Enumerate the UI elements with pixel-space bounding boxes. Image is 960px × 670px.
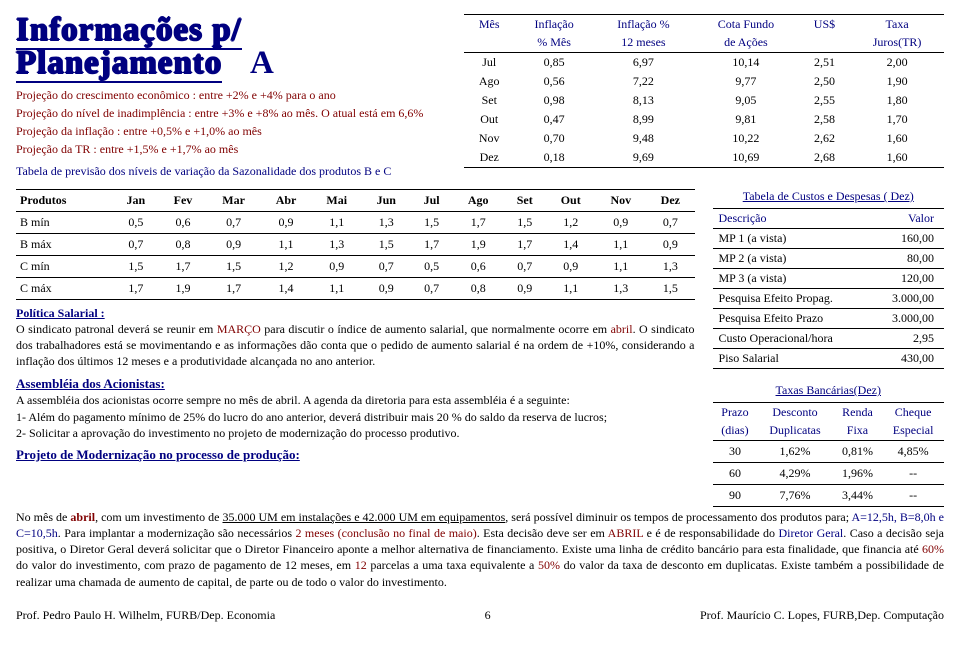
page-title: Informações p/ Planejamento A — [16, 14, 446, 80]
costs-title: Tabela de Custos e Despesas ( Dez) — [713, 189, 944, 204]
politica-text: O sindicato patronal deverá se reunir em… — [16, 321, 695, 370]
footer-left: Prof. Pedro Paulo H. Wilhelm, FURB/Dep. … — [16, 608, 275, 623]
subtitle-sazonalidade: Tabela de previsão dos níveis de variaçã… — [16, 164, 446, 179]
politica-heading: Política Salarial : — [16, 306, 695, 321]
assembleia-items: 1- Além do pagamento mínimo de 25% do lu… — [16, 410, 695, 441]
inflacao-table: MêsInflaçãoInflação %Cota FundoUS$Taxa% … — [464, 14, 944, 168]
footer-page: 6 — [485, 608, 491, 623]
bank-title: Taxas Bancárias(Dez) — [713, 383, 944, 398]
bank-table: PrazoDescontoRendaCheque(dias)Duplicatas… — [713, 402, 944, 507]
footer: Prof. Pedro Paulo H. Wilhelm, FURB/Dep. … — [16, 608, 944, 623]
projeto-heading: Projeto de Modernização no processo de p… — [16, 447, 695, 463]
footer-right: Prof. Maurício C. Lopes, FURB,Dep. Compu… — [700, 608, 944, 623]
assembleia-heading: Assembléia dos Acionistas: — [16, 376, 695, 392]
assembleia-text: A assembléia dos acionistas ocorre sempr… — [16, 392, 695, 408]
projeto-text: No mês de abril, com um investimento de … — [16, 509, 944, 590]
seasonal-table: ProdutosJanFevMarAbrMaiJunJulAgoSetOutNo… — [16, 189, 695, 300]
projections-block: Projeção do crescimento econômico : entr… — [16, 86, 446, 158]
costs-table: DescriçãoValor MP 1 (a vista)160,00MP 2 … — [713, 208, 944, 369]
